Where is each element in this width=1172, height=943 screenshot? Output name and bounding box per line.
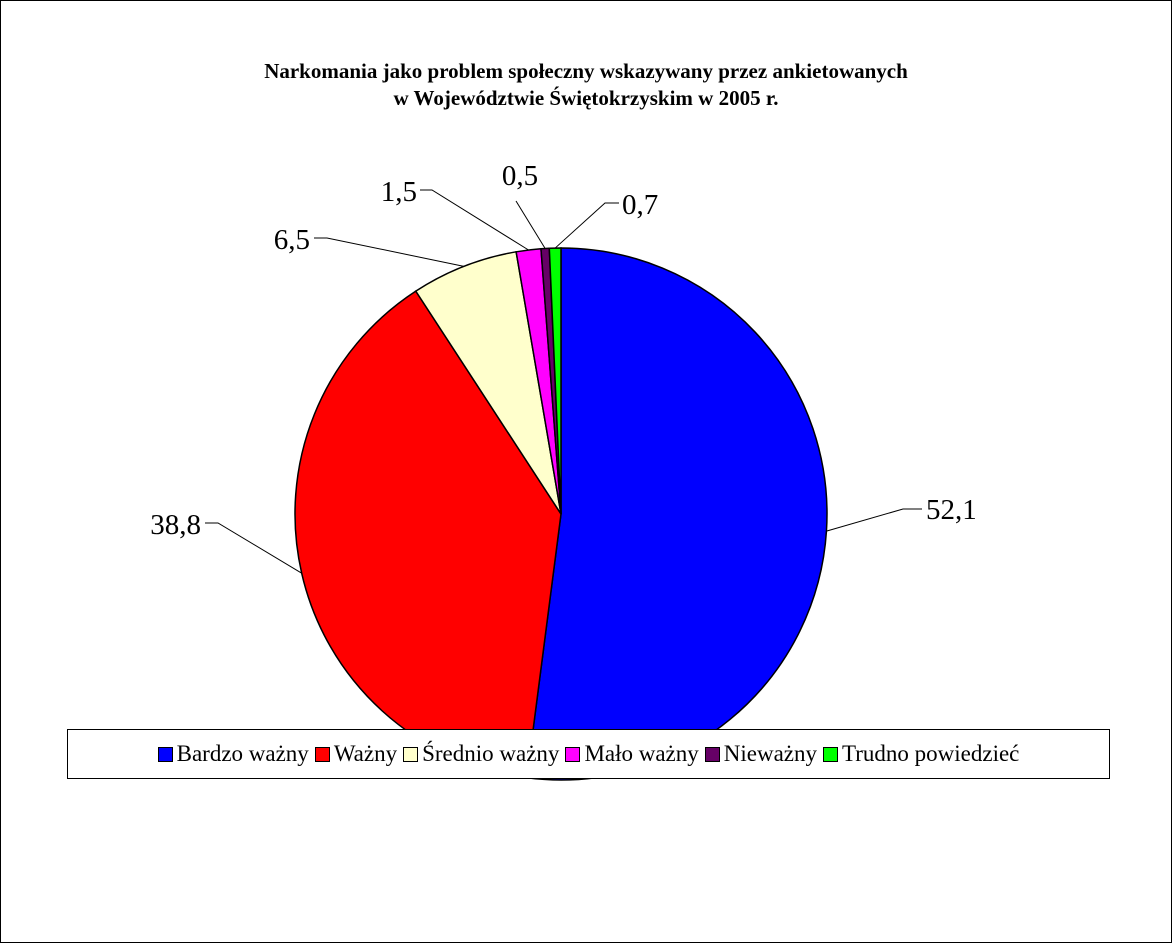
legend-item-5: Nieważny — [704, 741, 818, 767]
legend-label-2: Ważny — [333, 741, 398, 766]
data-label-3: 6,5 — [274, 224, 310, 256]
chart-title-line-1: Narkomania jako problem społeczny wskazy… — [264, 59, 908, 83]
leader-line-6 — [554, 202, 619, 249]
data-label-4: 1,5 — [381, 176, 417, 208]
chart-title: Narkomania jako problem społeczny wskazy… — [0, 58, 1172, 112]
legend-swatch-2 — [314, 746, 330, 762]
legend-swatch-3 — [403, 746, 419, 762]
data-label-6: 0,7 — [622, 189, 658, 221]
data-label-2: 38,8 — [150, 509, 201, 541]
data-label-5: 0,5 — [502, 160, 538, 192]
leader-line-3 — [314, 237, 465, 267]
data-label-1: 52,1 — [926, 494, 977, 526]
leader-line-1 — [826, 508, 922, 532]
legend-item-1: Bardzo ważny — [157, 741, 309, 767]
leader-line-4 — [420, 189, 529, 251]
legend-swatch-5 — [704, 746, 720, 762]
legend-label-5: Nieważny — [723, 741, 818, 766]
legend-item-3: Średnio ważny — [403, 741, 559, 767]
legend-label-6: Trudno powiedzieć — [842, 741, 1020, 766]
legend-label-4: Mało ważny — [584, 741, 699, 766]
legend-item-2: Ważny — [314, 741, 398, 767]
chart-title-line-2: w Województwie Świętokrzyskim w 2005 r. — [393, 86, 779, 110]
legend-item-4: Mało ważny — [565, 741, 699, 767]
legend-item-6: Trudno powiedzieć — [823, 741, 1019, 767]
legend-label-3: Średnio ważny — [422, 741, 560, 766]
leader-line-2 — [205, 522, 302, 574]
legend-swatch-6 — [823, 746, 839, 762]
leader-line-5 — [515, 200, 546, 249]
pie-slice-6 — [548, 247, 562, 515]
chart-legend: Bardzo ważny Ważny Średnio ważny Mało ważny… — [67, 729, 1110, 779]
pie-slice-1 — [526, 247, 828, 781]
legend-swatch-1 — [157, 746, 173, 762]
legend-label-1: Bardzo ważny — [176, 741, 309, 766]
legend-swatch-4 — [565, 746, 581, 762]
